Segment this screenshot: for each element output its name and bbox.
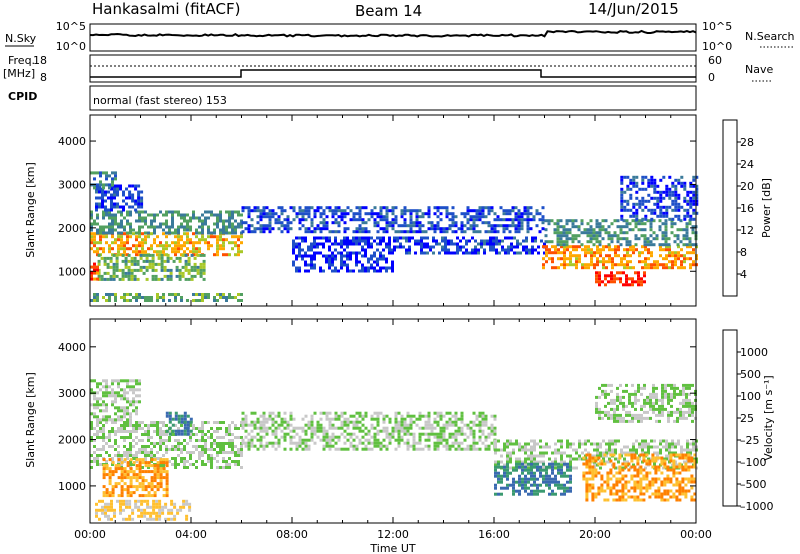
nsearch-tick-top: 10^5 [702,20,732,33]
velocity-colorbar-label: Velocity [m s⁻¹] [762,375,775,460]
velocity-colorbar-tick-label-4: –25 [740,434,760,447]
velocity-band-1 [102,458,169,498]
power-colorbar-label: Power [dB] [760,178,773,238]
velocity-colorbar-tick-label-5: –100 [740,456,767,469]
power-heatmap [90,171,699,302]
velocity-colorbar-tick-label-3: 25 [740,412,754,425]
time-tick-label-3: 12:00 [377,528,409,541]
nsky-tick-bottom: 10^0 [56,40,86,53]
freq-tick-top: 18 [33,54,47,67]
velocity-y-label: Slant Range [km] [24,372,37,468]
power-band-1 [90,210,243,235]
nsky-label: N.Sky [5,32,37,45]
time-tick-label-6: 00:00 [680,528,712,541]
velocity-colorbar-tick-label-2: 100 [740,390,761,403]
power-band-13 [620,175,699,221]
power-panel: 1000 2000 3000 4000 Slant Range [km] [24,114,699,307]
nave-label: Nave [745,63,773,76]
power-colorbar-tick-label-6: 28 [740,136,754,149]
time-tick-label-5: 20:00 [579,528,611,541]
power-band-4 [97,253,206,281]
velocity-colorbar-tick-label-0: 1000 [740,346,768,359]
cpid-label: CPID [8,90,37,103]
velocity-ytick-label-1: 2000 [58,434,86,447]
nave-tick-top: 60 [708,54,722,67]
velocity-band-7 [494,462,572,496]
velocity-band-6 [494,439,698,470]
velocity-ytick-label-2: 3000 [58,387,86,400]
nsearch-label: N.Search [745,30,795,43]
power-band-3 [90,171,117,190]
velocity-y-axis: 1000 2000 3000 4000 [58,341,696,493]
power-colorbar-tick-label-2: 12 [740,224,754,237]
velocity-band-8 [582,453,697,502]
power-band-11 [544,219,698,247]
power-ytick-label-2: 3000 [58,178,86,191]
velocity-ytick-label-3: 4000 [58,341,86,354]
velocity-colorbar-tick-label-7: –1000 [740,500,774,513]
velocity-colorbar-tick-label-6: –500 [740,478,767,491]
power-band-9 [393,236,546,255]
velocity-colorbar-frame [722,329,738,507]
power-colorbar-tick-label-4: 20 [740,180,754,193]
velocity-panel: 1000 2000 3000 4000 Slant Range [km] [24,318,698,524]
velocity-heatmap [90,379,698,521]
time-tick-label-4: 16:00 [478,528,510,541]
beam-title: Beam 14 [355,2,422,20]
power-band-10 [542,245,698,270]
power-band-7 [241,206,545,234]
power-colorbar-tick-label-5: 24 [740,158,754,171]
velocity-band-4 [165,411,193,436]
nsky-tick-top: 10^5 [56,20,86,33]
freq-frame [89,54,697,83]
power-band-8 [292,236,394,273]
station-title: Hankasalmi (fitACF) [92,0,240,18]
freq-trace [90,69,696,78]
time-axis-title: Time UT [369,542,415,554]
time-tick-label-2: 08:00 [276,528,308,541]
velocity-x-axis [89,319,697,523]
velocity-colorbar: 1000 500 100 25 –25 –100 –500 –1000 Velocity [m… [722,329,775,513]
power-band-6 [90,293,243,302]
velocity-colorbar-ticks: 1000 500 100 25 –25 –100 –500 –1000 [737,346,774,513]
power-band-5 [90,262,99,281]
power-x-axis [89,115,697,306]
power-y-label: Slant Range [km] [24,162,37,258]
power-band-2 [95,184,144,212]
nsearch-tick-bottom: 10^0 [702,40,732,53]
cpid-frame [89,85,697,111]
velocity-band-2 [95,499,192,521]
time-tick-label-1: 04:00 [175,528,207,541]
cpid-text: normal (fast stereo) 153 [93,94,227,107]
time-tick-label-0: 00:00 [74,528,106,541]
power-y-axis: 1000 2000 3000 4000 [58,135,696,278]
date-title: 14/Jun/2015 [588,0,679,18]
velocity-band-3 [90,379,141,422]
power-ytick-label-3: 4000 [58,135,86,148]
power-colorbar-frame [722,119,738,297]
freq-label-line1: Freq. [8,54,35,67]
power-colorbar: 4 8 12 16 20 24 28 Power [dB] [722,119,773,297]
velocity-band-9 [595,383,697,423]
power-colorbar-tick-label-0: 4 [740,268,747,281]
power-colorbar-tick-label-1: 8 [740,246,747,259]
velocity-colorbar-tick-label-1: 500 [740,368,761,381]
nsky-trace [89,29,697,38]
velocity-ytick-label-0: 1000 [58,480,86,493]
power-ytick-label-0: 1000 [58,265,86,278]
power-colorbar-tick-label-3: 16 [740,202,754,215]
time-axis-labels: 00:00 04:00 08:00 12:00 16:00 20:00 00:00 [74,528,712,541]
power-colorbar-ticks: 4 8 12 16 20 24 28 [737,136,754,281]
nave-tick-bottom: 0 [708,71,715,84]
freq-label-line2: [MHz] [3,67,35,80]
power-ytick-label-1: 2000 [58,222,86,235]
velocity-band-5 [241,411,497,451]
power-band-12 [595,271,646,287]
power-band-0 [90,232,243,257]
freq-tick-bottom: 8 [40,71,47,84]
nsky-frame [89,23,697,52]
